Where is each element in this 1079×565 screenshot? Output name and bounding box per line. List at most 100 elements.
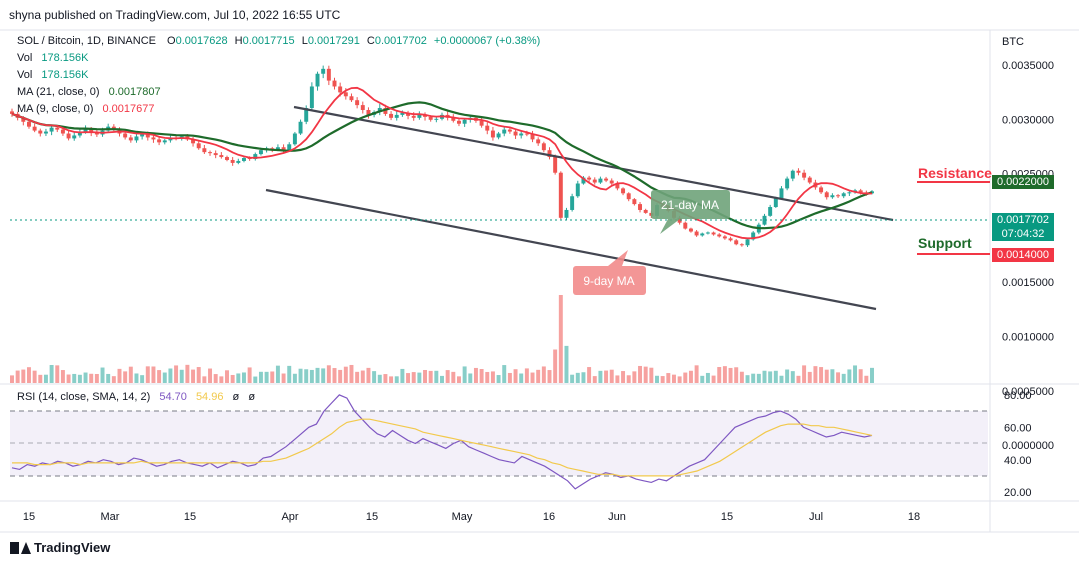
ma9-legend-label[interactable]: MA (9, close, 0)	[17, 103, 94, 115]
candle-body	[553, 157, 558, 173]
time-tick-label: Apr	[281, 511, 298, 523]
volume-bar	[60, 370, 65, 383]
vol-label[interactable]: Vol	[17, 52, 33, 64]
price-tick-label: 0.0035000	[1002, 60, 1054, 72]
candle-body	[417, 114, 422, 118]
volume-bar	[253, 376, 258, 383]
volume-bar	[145, 366, 150, 383]
volume-bar	[462, 366, 467, 383]
volume-bar	[468, 373, 473, 383]
channel-upper-line[interactable]	[293, 105, 894, 222]
time-tick-label: 18	[908, 511, 920, 523]
volume-bar	[858, 369, 863, 383]
volume-bar	[208, 368, 213, 383]
candle-body	[225, 157, 229, 160]
symbol-name[interactable]: SOL / Bitcoin, 1D, BINANCE	[17, 35, 156, 47]
candle-body	[332, 80, 337, 87]
candle-body	[140, 133, 145, 137]
volume-bar	[343, 366, 348, 383]
candle-body	[60, 129, 65, 134]
rsi-axis[interactable]: 80.00 60.00 40.00 20.00	[1004, 390, 1032, 499]
candle-body	[773, 198, 778, 208]
volume-bar	[739, 371, 744, 383]
candle-body	[688, 228, 693, 232]
vol-label[interactable]: Vol	[17, 69, 33, 81]
volume-bar	[604, 370, 609, 383]
resistance-label: Resistance	[918, 165, 992, 181]
volume-bar	[807, 371, 812, 383]
candle-body	[26, 121, 31, 127]
channel-lower-line[interactable]	[265, 188, 877, 311]
volume-bar	[366, 367, 371, 383]
time-axis[interactable]: 15 Mar 15 Apr 15 May 16 Jun 15 Jul 18	[23, 511, 920, 523]
volume-bar	[547, 370, 552, 383]
candle-body	[536, 139, 541, 144]
volume-bar	[615, 375, 620, 383]
volume-bar	[236, 373, 241, 383]
volume-legend-2: Vol 178.156K	[17, 68, 88, 83]
rsi-legend: RSI (14, close, SMA, 14, 2) 54.70 54.96 …	[17, 390, 255, 405]
candle-body	[72, 135, 77, 139]
ma21-legend-label[interactable]: MA (21, close, 0)	[17, 86, 100, 98]
tradingview-logo[interactable]: TradingView	[10, 540, 110, 555]
candle-body	[434, 118, 439, 120]
volume-bar	[819, 367, 824, 383]
volume-bar	[513, 369, 518, 383]
candle-body	[400, 112, 405, 115]
volume-bar	[649, 367, 654, 383]
ma9-callout[interactable]: 9-day MA	[573, 250, 646, 295]
volume-bar	[717, 367, 722, 383]
vol-value: 178.156K	[41, 52, 89, 64]
volume-bar	[247, 367, 252, 383]
candle-body	[796, 170, 801, 173]
volume-bar	[202, 376, 207, 383]
volume-bar	[383, 374, 388, 383]
candle-body	[496, 133, 501, 138]
volume-bar	[456, 376, 461, 383]
volume-bar	[21, 369, 26, 383]
volume-bar	[332, 368, 337, 383]
open-label: O	[167, 35, 176, 47]
candle-body	[570, 196, 575, 210]
candle-body	[219, 155, 224, 158]
volume-bar	[524, 368, 529, 383]
volume-bar	[394, 376, 399, 383]
volume-bar	[377, 374, 382, 383]
ma21-callout[interactable]: 21-day MA	[651, 190, 730, 234]
volume-bar	[162, 372, 167, 383]
candle-body	[281, 147, 286, 151]
volume-bar	[824, 369, 829, 383]
support-label: Support	[918, 235, 972, 251]
candle-body	[847, 192, 852, 194]
rsi-legend-label[interactable]: RSI (14, close, SMA, 14, 2)	[17, 391, 151, 403]
candle-body	[558, 172, 563, 218]
volume-bar	[564, 345, 569, 383]
candle-body	[734, 240, 739, 245]
candle-body	[66, 133, 71, 139]
volume-bar	[321, 368, 326, 383]
candle-body	[83, 128, 88, 132]
volume-bar	[55, 365, 60, 383]
candle-body	[94, 132, 99, 135]
ma21-callout-text: 21-day MA	[661, 198, 719, 212]
volume-bar	[485, 371, 490, 383]
volume-bar	[870, 367, 874, 383]
candle-body	[428, 116, 433, 120]
low-value: 0.0017291	[307, 35, 360, 47]
price-tick-label: 0.0010000	[1002, 332, 1054, 344]
candle-body	[762, 215, 767, 225]
volume-bar	[26, 367, 31, 383]
volume-legend-1: Vol 178.156K	[17, 51, 88, 66]
volume-bar	[15, 370, 20, 383]
candle-body	[258, 150, 263, 155]
volume-bar	[830, 369, 835, 383]
volume-bar	[632, 371, 637, 383]
volume-bar	[309, 369, 314, 383]
symbol-legend: SOL / Bitcoin, 1D, BINANCE O0.0017628 H0…	[17, 34, 540, 49]
volume-bar	[213, 374, 218, 383]
volume-bar	[451, 371, 456, 383]
price-tick-label: 0.0030000	[1002, 114, 1054, 126]
volume-bar	[349, 364, 354, 383]
candle-body	[343, 92, 348, 97]
